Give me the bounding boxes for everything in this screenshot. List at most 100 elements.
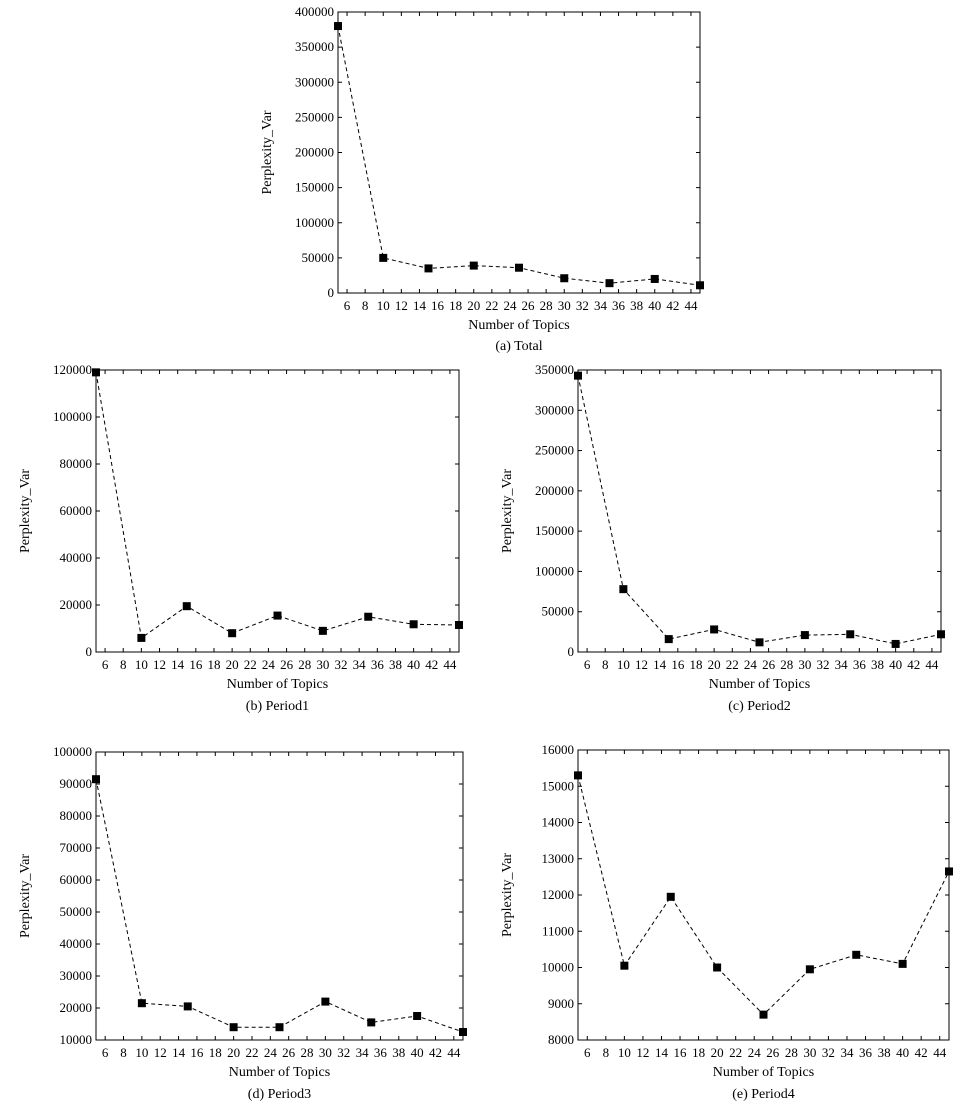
x-tick-label: 30 bbox=[558, 298, 571, 313]
x-tick-label: 38 bbox=[878, 1045, 891, 1060]
x-axis-label: Number of Topics bbox=[713, 1065, 814, 1080]
data-point bbox=[664, 635, 673, 644]
x-tick-label: 42 bbox=[915, 1045, 928, 1060]
data-point bbox=[379, 253, 388, 262]
data-point bbox=[891, 639, 900, 648]
y-tick-label: 50000 bbox=[542, 604, 575, 619]
plot-frame bbox=[577, 749, 950, 1041]
x-tick-label: 6 bbox=[584, 657, 591, 672]
chart-caption: (c) Period2 bbox=[728, 699, 791, 714]
plot-frame bbox=[95, 369, 460, 653]
y-tick-label: 100000 bbox=[535, 563, 574, 578]
series-line bbox=[577, 375, 942, 645]
y-axis-label: Perplexity_Var bbox=[500, 469, 515, 553]
y-tick-label: 100000 bbox=[53, 409, 92, 424]
data-point bbox=[710, 625, 719, 634]
y-tick-label: 70000 bbox=[60, 840, 93, 855]
x-tick-label: 32 bbox=[335, 657, 348, 672]
data-point bbox=[229, 1023, 238, 1032]
y-tick-label: 350000 bbox=[535, 362, 574, 377]
x-tick-label: 6 bbox=[344, 298, 351, 313]
y-tick-label: 15000 bbox=[542, 778, 575, 793]
x-tick-label: 28 bbox=[298, 657, 311, 672]
data-point bbox=[334, 22, 342, 31]
x-tick-label: 8 bbox=[120, 657, 127, 672]
x-tick-label: 44 bbox=[447, 1045, 461, 1060]
x-tick-label: 12 bbox=[636, 1045, 649, 1060]
x-tick-label: 24 bbox=[262, 657, 276, 672]
y-tick-label: 400000 bbox=[295, 4, 334, 19]
x-tick-label: 38 bbox=[630, 298, 643, 313]
data-point bbox=[852, 950, 861, 959]
y-tick-label: 0 bbox=[568, 644, 575, 659]
data-point bbox=[424, 264, 433, 273]
y-tick-label: 0 bbox=[86, 644, 93, 659]
x-tick-label: 14 bbox=[172, 1045, 186, 1060]
chart-caption: (a) Total bbox=[495, 339, 542, 354]
y-tick-label: 50000 bbox=[60, 904, 93, 919]
data-point bbox=[574, 771, 582, 780]
data-point bbox=[696, 281, 704, 290]
x-tick-label: 38 bbox=[871, 657, 884, 672]
x-tick-label: 40 bbox=[411, 1045, 424, 1060]
y-tick-label: 50000 bbox=[302, 250, 335, 265]
x-tick-label: 16 bbox=[431, 298, 445, 313]
data-point bbox=[800, 631, 809, 640]
data-point bbox=[321, 997, 330, 1006]
series-line bbox=[95, 779, 464, 1033]
y-tick-label: 80000 bbox=[60, 456, 93, 471]
x-tick-label: 34 bbox=[353, 657, 367, 672]
x-tick-label: 20 bbox=[226, 657, 239, 672]
x-tick-label: 26 bbox=[762, 657, 776, 672]
x-tick-label: 38 bbox=[389, 657, 402, 672]
y-tick-label: 300000 bbox=[535, 402, 574, 417]
x-tick-label: 10 bbox=[377, 298, 390, 313]
x-tick-label: 42 bbox=[425, 657, 438, 672]
data-point bbox=[318, 626, 327, 635]
x-axis-label: Number of Topics bbox=[468, 318, 569, 333]
x-tick-label: 8 bbox=[120, 1045, 127, 1060]
x-tick-label: 10 bbox=[135, 657, 148, 672]
y-tick-label: 20000 bbox=[60, 597, 93, 612]
chart-period3: 10000 20000 30000 40000 50000 60000 70000 80000… bbox=[18, 744, 467, 1102]
x-tick-label: 30 bbox=[316, 657, 329, 672]
x-tick-label: 14 bbox=[653, 657, 667, 672]
chart-period4: 8000 9000 10000 11000 12000 13000 14000 15000 16… bbox=[500, 742, 953, 1102]
x-tick-label: 12 bbox=[153, 657, 166, 672]
data-point bbox=[846, 630, 855, 639]
x-tick-label: 10 bbox=[617, 657, 630, 672]
plot-frame bbox=[95, 751, 464, 1041]
series-line bbox=[577, 775, 950, 1016]
x-tick-label: 22 bbox=[726, 657, 739, 672]
x-tick-label: 34 bbox=[594, 298, 608, 313]
y-tick-label: 8000 bbox=[548, 1032, 574, 1047]
x-tick-label: 14 bbox=[171, 657, 185, 672]
y-tick-label: 120000 bbox=[53, 362, 92, 377]
x-tick-label: 22 bbox=[245, 1045, 258, 1060]
y-tick-label: 250000 bbox=[535, 443, 574, 458]
data-point bbox=[469, 261, 478, 270]
x-tick-label: 40 bbox=[896, 1045, 909, 1060]
data-point bbox=[666, 892, 675, 901]
y-tick-label: 60000 bbox=[60, 503, 93, 518]
y-tick-label: 12000 bbox=[542, 887, 575, 902]
y-tick-label: 9000 bbox=[548, 996, 574, 1011]
data-point bbox=[367, 1018, 376, 1027]
plot-frame bbox=[337, 11, 701, 294]
x-axis-label: Number of Topics bbox=[709, 677, 810, 692]
data-point bbox=[182, 602, 191, 611]
y-tick-label: 13000 bbox=[542, 851, 575, 866]
x-tick-label: 28 bbox=[785, 1045, 798, 1060]
data-point bbox=[459, 1028, 467, 1036]
x-tick-label: 34 bbox=[835, 657, 849, 672]
y-axis-label: Perplexity_Var bbox=[500, 853, 515, 937]
x-tick-label: 18 bbox=[209, 1045, 222, 1060]
data-point bbox=[515, 263, 523, 272]
x-tick-label: 14 bbox=[655, 1045, 669, 1060]
x-tick-label: 20 bbox=[227, 1045, 240, 1060]
chart-caption: (e) Period4 bbox=[732, 1087, 795, 1102]
chart-total: 0 50000 100000 150000 200000 250000 300000 3500… bbox=[260, 4, 704, 354]
x-tick-label: 18 bbox=[689, 657, 702, 672]
y-axis-label: Perplexity_Var bbox=[260, 110, 275, 194]
series-line bbox=[95, 372, 460, 639]
